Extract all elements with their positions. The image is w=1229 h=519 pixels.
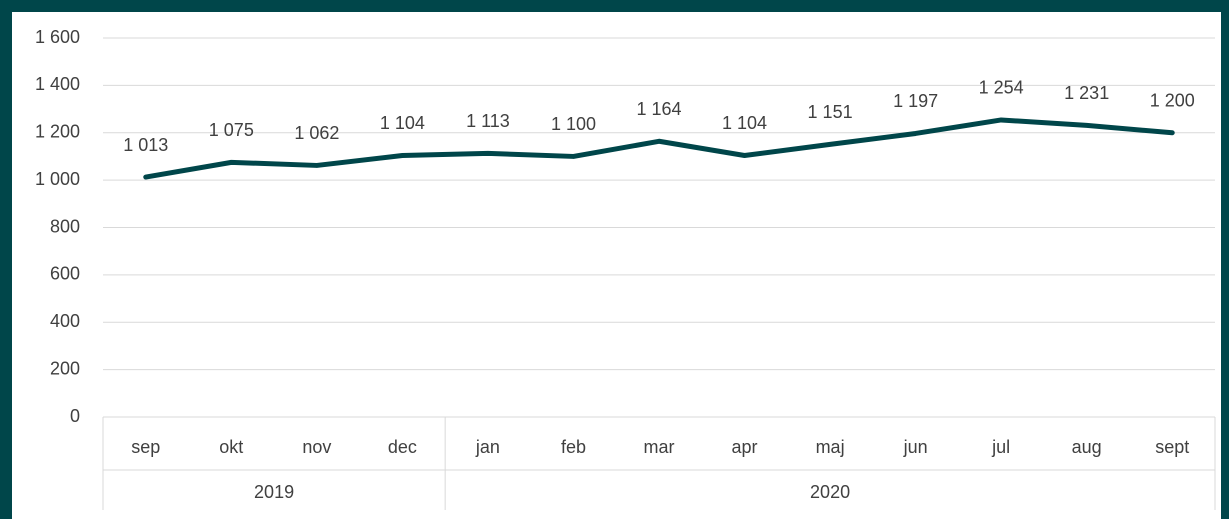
x-tick-label: jun xyxy=(903,437,928,457)
x-tick-label: sep xyxy=(131,437,160,457)
chart-panel xyxy=(12,12,1221,519)
x-tick-label: feb xyxy=(561,437,586,457)
x-tick-label: mar xyxy=(644,437,675,457)
y-tick-label: 800 xyxy=(50,216,80,236)
data-label: 1 104 xyxy=(380,113,425,133)
y-tick-label: 1 000 xyxy=(35,169,80,189)
data-label: 1 013 xyxy=(123,135,168,155)
data-label: 1 104 xyxy=(722,113,767,133)
x-tick-label: dec xyxy=(388,437,417,457)
y-tick-label: 400 xyxy=(50,311,80,331)
data-label: 1 164 xyxy=(636,99,681,119)
y-tick-label: 200 xyxy=(50,358,80,378)
x-tick-label: sept xyxy=(1155,437,1189,457)
data-label: 1 151 xyxy=(808,102,853,122)
group-label: 2020 xyxy=(810,482,850,502)
x-tick-label: nov xyxy=(302,437,331,457)
x-tick-label: jan xyxy=(475,437,500,457)
line-series xyxy=(143,117,1175,180)
y-tick-label: 0 xyxy=(70,406,80,426)
y-tick-label: 1 600 xyxy=(35,27,80,47)
y-tick-label: 1 200 xyxy=(35,122,80,142)
data-label: 1 231 xyxy=(1064,83,1109,103)
data-label: 1 113 xyxy=(466,111,510,131)
data-label: 1 100 xyxy=(551,114,596,134)
x-tick-label: jul xyxy=(991,437,1010,457)
x-tick-label: maj xyxy=(816,437,845,457)
data-label: 1 197 xyxy=(893,91,938,111)
x-tick-label: apr xyxy=(732,437,758,457)
y-tick-label: 1 400 xyxy=(35,74,80,94)
data-label: 1 200 xyxy=(1150,91,1195,111)
x-tick-label: okt xyxy=(219,437,243,457)
group-label: 2019 xyxy=(254,482,294,502)
data-label: 1 254 xyxy=(979,78,1024,98)
data-label: 1 062 xyxy=(294,123,339,143)
data-label: 1 075 xyxy=(209,120,254,140)
x-tick-label: aug xyxy=(1072,437,1102,457)
y-tick-label: 600 xyxy=(50,264,80,284)
